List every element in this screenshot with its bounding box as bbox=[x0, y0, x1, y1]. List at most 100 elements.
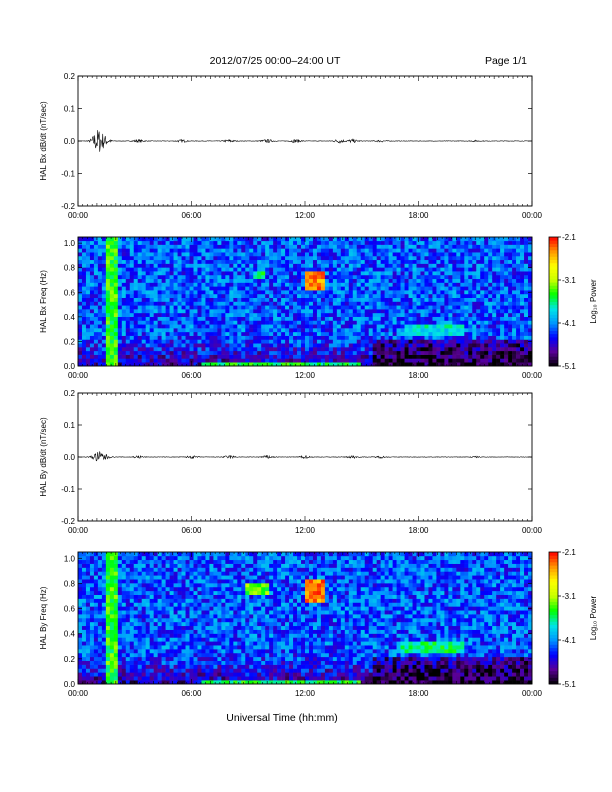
spectrogram-cell bbox=[436, 297, 441, 302]
spectrogram-cell bbox=[161, 309, 166, 314]
spectrogram-cell bbox=[440, 343, 445, 348]
spectrogram-cell bbox=[189, 293, 194, 298]
spectrogram-cell bbox=[97, 343, 103, 348]
spectrogram-cell bbox=[452, 339, 457, 344]
spectrogram-cell bbox=[173, 320, 178, 325]
spectrogram-cell bbox=[476, 316, 481, 321]
spectrogram-cell bbox=[93, 660, 99, 665]
spectrogram-cell bbox=[508, 354, 513, 359]
spectrogram-cell bbox=[524, 339, 529, 344]
spectrogram-cell bbox=[169, 335, 174, 340]
spectrogram-cell bbox=[81, 594, 87, 599]
spectrogram-cell bbox=[416, 328, 421, 333]
spectrogram-cell bbox=[392, 244, 397, 249]
spectrogram-cell bbox=[97, 320, 103, 325]
spectrogram-cell bbox=[93, 301, 99, 306]
spectrogram-cell bbox=[312, 320, 318, 325]
spectrogram-cell bbox=[420, 339, 425, 344]
spectrogram-cell bbox=[520, 240, 525, 245]
spectrogram-cell bbox=[113, 339, 119, 344]
spectrogram-cell bbox=[308, 259, 314, 264]
spectrogram-cell bbox=[85, 621, 91, 627]
spectrogram-cell bbox=[316, 328, 322, 333]
spectrogram-cell bbox=[93, 350, 99, 355]
spectrogram-cell bbox=[380, 324, 385, 329]
spectrogram-cell bbox=[121, 316, 127, 321]
spectrogram-cell bbox=[496, 354, 501, 359]
spectrogram-cell bbox=[233, 263, 238, 268]
spectrogram-cell bbox=[133, 240, 139, 245]
spectrogram-cell bbox=[448, 290, 453, 295]
spectrogram-cell bbox=[157, 328, 162, 333]
spectrogram-cell bbox=[404, 316, 409, 321]
spectrogram-cell bbox=[285, 324, 290, 329]
spectrogram-2 bbox=[78, 237, 533, 367]
spectrogram-cell bbox=[380, 240, 385, 245]
spectrogram-cell bbox=[516, 293, 521, 298]
spectrogram-cell bbox=[360, 312, 366, 317]
spectrogram-cell bbox=[129, 248, 135, 253]
spectrogram-cell bbox=[500, 328, 505, 333]
spectrogram-cell bbox=[113, 633, 119, 638]
spectrogram-cell bbox=[344, 354, 350, 359]
spectrogram-cell bbox=[376, 320, 381, 325]
spectrogram-cell bbox=[257, 324, 262, 329]
spectrogram-cell bbox=[225, 316, 230, 321]
spectrogram-cell bbox=[189, 339, 194, 344]
spectrogram-cell bbox=[269, 305, 274, 310]
spectrogram-cell bbox=[332, 237, 338, 242]
spectrogram-cell bbox=[512, 297, 517, 302]
page-number: Page 1/1 bbox=[485, 55, 527, 67]
spectrogram-cell bbox=[476, 255, 481, 261]
spectrogram-cell bbox=[336, 282, 342, 287]
spectrogram-cell bbox=[253, 362, 258, 367]
spectrogram-cell bbox=[189, 252, 194, 257]
spectrogram-cell bbox=[460, 339, 465, 344]
spectrogram-cell bbox=[468, 331, 473, 336]
spectrogram-cell bbox=[185, 293, 190, 298]
spectrogram-cell bbox=[149, 343, 154, 348]
spectrogram-cell bbox=[81, 567, 87, 572]
spectrogram-cell bbox=[101, 610, 107, 615]
spectrogram-cell bbox=[229, 301, 234, 306]
spectrogram-cell bbox=[476, 331, 481, 336]
spectrogram-cell bbox=[197, 278, 202, 283]
spectrogram-cell bbox=[189, 290, 194, 295]
spectrogram-cell bbox=[253, 297, 258, 302]
spectrogram-cell bbox=[440, 324, 445, 329]
spectrogram-cell bbox=[428, 328, 433, 333]
spectrogram-cell bbox=[133, 320, 139, 325]
spectrogram-cell bbox=[464, 316, 469, 321]
spectrogram-cell bbox=[448, 297, 453, 302]
spectrogram-cell bbox=[165, 354, 170, 359]
spectrogram-cell bbox=[121, 552, 127, 557]
spectrogram-cell bbox=[89, 240, 95, 245]
spectrogram-cell bbox=[496, 267, 501, 272]
spectrogram-cell bbox=[436, 358, 441, 363]
spectrogram-cell bbox=[253, 347, 258, 352]
spectrogram-cell bbox=[173, 248, 178, 253]
spectrogram-cell bbox=[432, 335, 437, 340]
spectrogram-cell bbox=[109, 252, 115, 257]
spectrogram-cell bbox=[444, 328, 449, 333]
spectrogram-cell bbox=[125, 328, 131, 333]
spectrogram-cell bbox=[117, 240, 123, 245]
spectrogram-cell bbox=[277, 252, 282, 257]
spectrogram-cell bbox=[241, 324, 246, 329]
spectrogram-cell bbox=[400, 328, 405, 333]
spectrogram-cell bbox=[440, 320, 445, 325]
spectrogram-cell bbox=[273, 286, 278, 291]
spectrogram-cell bbox=[121, 278, 127, 283]
spectrogram-cell bbox=[145, 278, 150, 283]
spectrogram-cell bbox=[145, 312, 150, 317]
spectrogram-cell bbox=[97, 267, 103, 272]
spectrogram-cell bbox=[436, 320, 441, 325]
spectrogram-cell bbox=[105, 237, 111, 242]
spectrogram-cell bbox=[448, 362, 453, 367]
spectrogram-cell bbox=[205, 354, 210, 359]
spectrogram-cell bbox=[456, 263, 461, 268]
spectrogram-cell bbox=[237, 320, 242, 325]
spectrogram-cell bbox=[249, 354, 254, 359]
spectrogram-cell bbox=[472, 358, 477, 363]
spectrogram-cell bbox=[85, 255, 91, 261]
